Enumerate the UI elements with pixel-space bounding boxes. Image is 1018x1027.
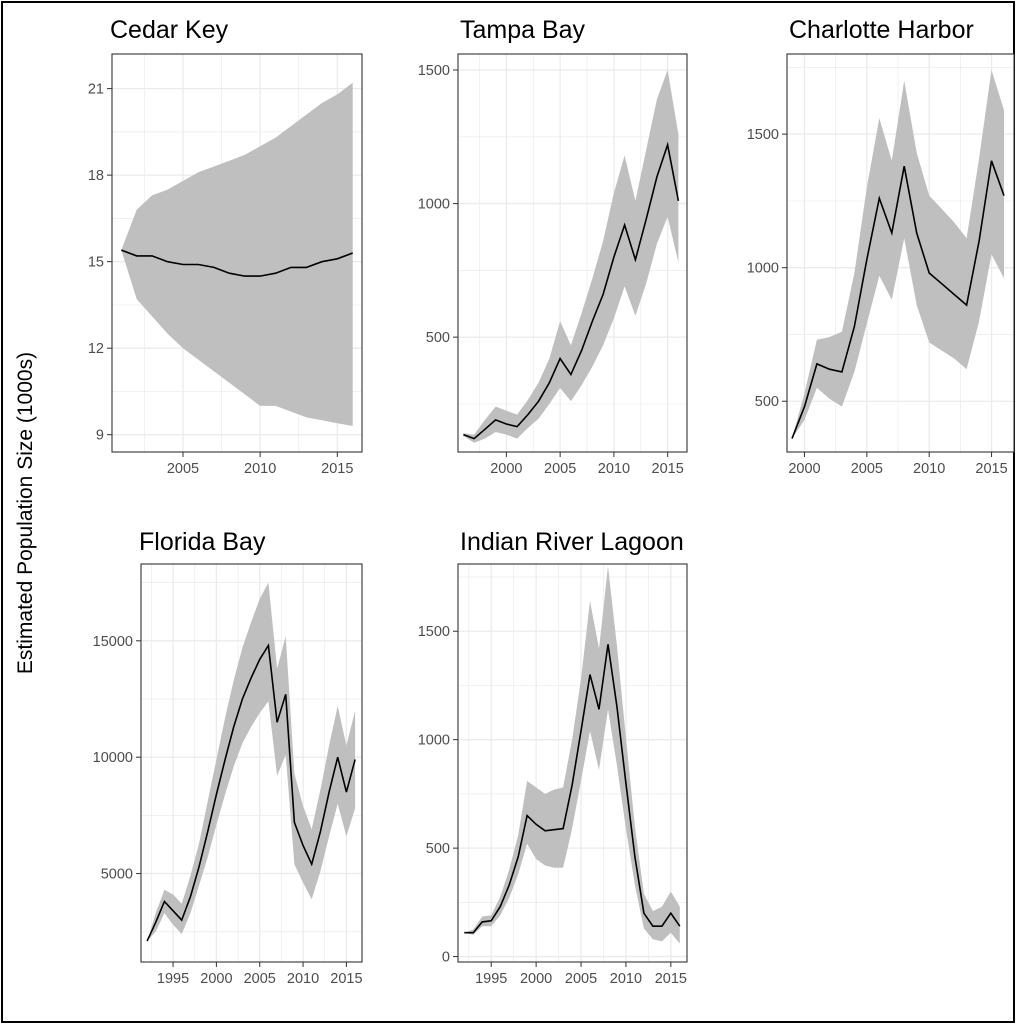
y-tick-label: 1000: [747, 261, 779, 277]
panel-cedar-key: 2005 2010 2015 9 12 15 18 21 Cedar Key: [88, 16, 363, 477]
x-tick-label: 2010: [244, 461, 276, 477]
x-tick-label: 2010: [598, 461, 630, 477]
y-tick-label: 1500: [747, 127, 779, 143]
plot-area: [112, 54, 362, 452]
panel-border: [457, 563, 688, 963]
x-tick-label: 1995: [475, 971, 507, 987]
y-tick-label: 500: [426, 841, 450, 857]
y-tick-label: 1000: [418, 197, 450, 213]
y-tick-label: 12: [88, 341, 104, 357]
confidence-band-cedar-key: [121, 82, 353, 427]
y-tick-label: 1000: [418, 733, 450, 749]
y-tick-label: 5000: [101, 867, 133, 883]
y-tick-label: 1500: [418, 63, 450, 79]
y-tick-label: 500: [755, 394, 779, 410]
panel-florida-bay: 1995 2000 2005 2010 2015 5000 10000 15000 Florid…: [93, 528, 363, 987]
x-tick-label: 2000: [490, 461, 522, 477]
x-tick-label: 2005: [167, 461, 199, 477]
plot-area: [458, 564, 687, 962]
estimate-line-indian-river-lagoon: [464, 644, 681, 934]
x-tick-label: 1995: [157, 971, 189, 987]
x-tick-label: 2005: [851, 461, 883, 477]
x-tick-label: 2015: [652, 461, 684, 477]
y-tick-label: 500: [426, 330, 450, 346]
x-tick-label: 2005: [544, 461, 576, 477]
panel-border: [140, 563, 363, 963]
panel-border: [111, 53, 363, 453]
x-tick-label: 2010: [610, 971, 642, 987]
panel-indian-river-lagoon: 1995 2000 2005 2010 2015 0 500 1000 1500 Indian R…: [418, 528, 688, 987]
estimate-line-tampa-bay: [463, 141, 680, 440]
x-tick-label: 2015: [655, 971, 687, 987]
panel-border: [786, 53, 1015, 453]
estimate-line-charlotte-harbor: [791, 160, 1005, 439]
confidence-band-florida-bay: [147, 582, 356, 942]
x-tick-label: 2015: [330, 971, 362, 987]
y-tick-label: 0: [442, 950, 450, 966]
panel-title: Tampa Bay: [460, 16, 586, 44]
x-tick-label: 2000: [200, 971, 232, 987]
x-tick-label: 2015: [975, 461, 1007, 477]
y-tick-label: 18: [88, 168, 104, 184]
panel-border: [457, 53, 688, 453]
panel-title: Charlotte Harbor: [789, 16, 974, 44]
y-tick-label: 15: [88, 255, 104, 271]
x-tick-label: 2005: [244, 971, 276, 987]
x-tick-label: 2010: [913, 461, 945, 477]
plot-area: [458, 54, 687, 452]
x-tick-label: 2000: [520, 971, 552, 987]
x-tick-label: 2000: [788, 461, 820, 477]
x-tick-label: 2005: [565, 971, 597, 987]
y-tick-label: 15000: [93, 634, 133, 650]
panel-title: Florida Bay: [139, 528, 266, 556]
y-tick-label: 10000: [93, 750, 133, 766]
x-tick-label: 2015: [321, 461, 353, 477]
confidence-band-tampa-bay: [463, 70, 679, 443]
panel-title: Indian River Lagoon: [460, 528, 684, 556]
plot-area: [787, 54, 1014, 452]
y-tick-label: 9: [96, 428, 104, 444]
plot-area: [141, 564, 362, 962]
estimate-line-florida-bay: [146, 643, 356, 942]
estimate-line-cedar-key: [121, 249, 353, 277]
y-tick-label: 21: [88, 82, 104, 98]
confidence-band-indian-river-lagoon: [464, 566, 680, 944]
confidence-band-charlotte-harbor: [792, 70, 1004, 439]
x-tick-label: 2010: [287, 971, 319, 987]
panel-charlotte-harbor: 2000 2005 2010 2015 500 1000 1500 Charlotte Har…: [747, 16, 1015, 477]
y-tick-label: 1500: [418, 624, 450, 640]
panel-title: Cedar Key: [110, 16, 229, 44]
panel-tampa-bay: 2000 2005 2010 2015 500 1000 1500 Tampa Bay: [418, 16, 688, 477]
